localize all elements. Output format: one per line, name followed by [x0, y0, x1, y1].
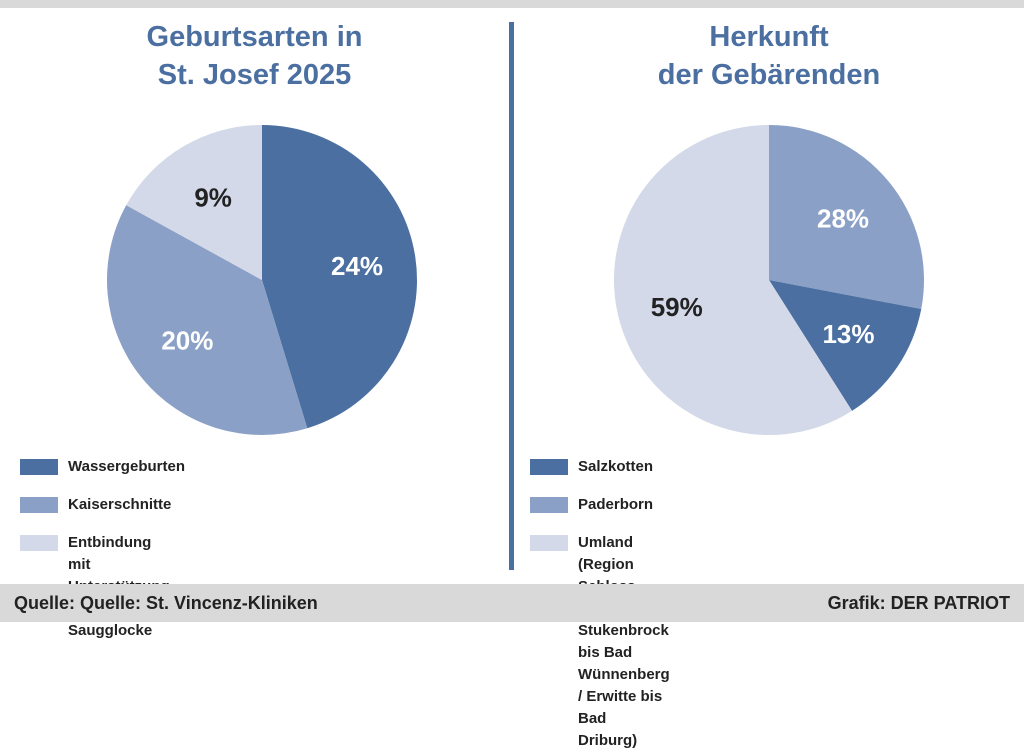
- slice-value-label: 59%: [651, 292, 703, 322]
- chart-title-origin: Herkunft der Gebärenden: [657, 21, 881, 91]
- slice-value-label: 20%: [161, 326, 213, 356]
- legend-item: Salzkotten: [530, 456, 653, 478]
- legend-swatch: [530, 535, 568, 551]
- pie-slice-wassergeburten: [262, 125, 417, 429]
- legend-label: Kaiserschnitte: [68, 496, 172, 513]
- pie-slice-kaiserschnitte: [107, 205, 308, 435]
- chart-panel-birth-types: Geburtsarten in St. Josef 2025 24% 20% 9% …: [0, 8, 509, 639]
- panel-divider: [509, 22, 514, 570]
- legend-swatch: [20, 535, 58, 551]
- legend-item: Umland (Region Schloss Holte-Stukenbrock…: [530, 532, 670, 752]
- source-note: Quelle: Quelle: St. Vincenz-Kliniken: [14, 593, 318, 613]
- legend-swatch: [530, 497, 568, 513]
- chart-title-birth-types: Geburtsarten in St. Josef 2025: [146, 21, 363, 91]
- pie-chart-birth-types: 24% 20% 9%: [107, 124, 417, 435]
- legend-label: Paderborn: [578, 496, 654, 513]
- slice-value-label: 24%: [331, 251, 383, 281]
- pie-slice-entbindung-mit-unterstützung: [126, 124, 263, 280]
- legend-item: Wassergeburten: [20, 456, 185, 478]
- slice-value-label: 13%: [822, 319, 874, 349]
- footer: Quelle: Quelle: St. Vincenz-Kliniken Gra…: [0, 584, 1024, 622]
- legend-item: Paderborn: [530, 494, 653, 516]
- legend-label: Wassergeburten: [68, 458, 185, 475]
- slice-value-label: 9%: [194, 182, 232, 212]
- legend-swatch: [20, 459, 58, 475]
- legend-swatch: [530, 459, 568, 475]
- graphic-credit: Grafik: DER PATRIOT: [827, 593, 1010, 613]
- pie-slice-salzkotten: [769, 280, 922, 411]
- slice-value-label: 28%: [817, 204, 869, 234]
- legend-label: Umland (Region Schloss Holte-Stukenbrock…: [578, 534, 670, 749]
- legend-item: Kaiserschnitte: [20, 494, 171, 516]
- legend-swatch: [20, 497, 58, 513]
- pie-chart-origin: 28% 13% 59%: [614, 125, 924, 435]
- legend-label: Salzkotten: [578, 458, 654, 475]
- pie-slice-umland-region-schloss-holte-stukenbrock: [614, 125, 853, 435]
- pie-slice-paderborn: [769, 125, 924, 310]
- top-bar: [0, 0, 1024, 8]
- chart-panel-origin: Herkunft der Gebärenden 28% 13% 59% Salzko…: [514, 8, 1024, 749]
